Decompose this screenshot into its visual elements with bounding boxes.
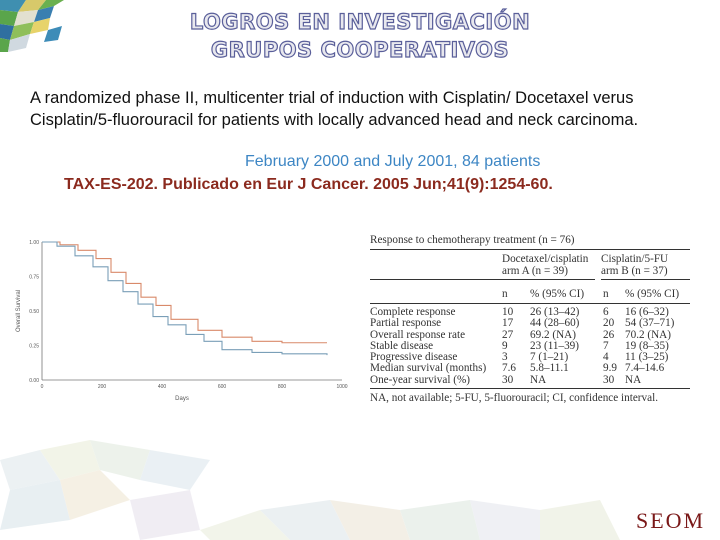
table-row: Median survival (months) 7.6 5.8–11.1 9.9 7.…: [370, 362, 690, 375]
table-cell-p2: 7.4–14.6: [625, 362, 665, 375]
table-body: Complete response 10 26 (13–42) 6 16 (6–32) P…: [370, 304, 690, 390]
y-tick-label: 1.00: [29, 240, 39, 246]
table-cell-label: Median survival (months): [370, 362, 487, 375]
table-cell-n1: 27: [502, 328, 514, 341]
table-cell-p2: NA: [625, 373, 642, 386]
table-cell-p2: 54 (37–71): [625, 317, 675, 330]
table-cell-label: One-year survival (%): [370, 373, 471, 386]
table-cell-p1: 69.2 (NA): [530, 328, 576, 341]
table-cell-p1: 44 (28–60): [530, 317, 580, 330]
table-row: Partial response 17 44 (28–60) 20 54 (37–71): [370, 317, 690, 330]
table-cell-n2: 26: [603, 328, 615, 341]
table-cell-n1: 9: [502, 339, 508, 352]
y-tick-label: 0.50: [29, 309, 39, 315]
table-title: Response to chemotherapy treatment (n = …: [370, 234, 690, 250]
col-pct-b: % (95% CI): [625, 288, 680, 300]
y-axis-label: Overall Survival: [16, 290, 22, 332]
table-cell-n2: 4: [603, 351, 609, 364]
table-cell-n1: 10: [502, 306, 514, 318]
column-subheader: n % (95% CI) n % (95% CI): [370, 280, 690, 304]
x-tick-label: 400: [158, 384, 167, 390]
table-cell-p1: 7 (1–21): [530, 351, 569, 364]
y-tick-label: 0.25: [29, 344, 39, 350]
col-pct-a: % (95% CI): [530, 288, 585, 300]
x-axis-label: Days: [175, 396, 189, 402]
table-cell-label: Partial response: [370, 317, 442, 330]
table-cell-n1: 30: [502, 373, 514, 386]
y-tick-label: 0.75: [29, 275, 39, 281]
table-cell-p2: 11 (3–25): [625, 351, 669, 364]
survival-curve-1: [42, 241, 327, 344]
table-cell-n1: 7.6: [502, 362, 516, 375]
x-tick-label: 1000: [336, 384, 347, 390]
arm-a-count: arm A (n = 39): [502, 265, 568, 277]
table-cell-p1: 26 (13–42): [530, 306, 580, 318]
response-table: Response to chemotherapy treatment (n = …: [370, 234, 690, 404]
table-cell-n2: 7: [603, 339, 609, 352]
arm-a-name: Docetaxel/cisplatin: [502, 253, 589, 265]
table-cell-label: Stable disease: [370, 339, 434, 352]
table-row: Complete response 10 26 (13–42) 6 16 (6–32): [370, 306, 690, 318]
table-cell-n1: 17: [502, 317, 514, 330]
arm-b-count: arm B (n = 37): [601, 265, 668, 277]
publication-citation: TAX-ES-202. Publicado en Eur J Cancer. 2…: [64, 176, 553, 193]
table-cell-label: Overall response rate: [370, 328, 466, 341]
page-title-line2: GRUPOS COOPERATIVOS: [210, 37, 510, 62]
table-cell-p1: 23 (11–39): [530, 339, 579, 352]
table-cell-n2: 6: [603, 306, 609, 318]
mosaic-decoration-top: [0, 0, 80, 60]
chart-series: [42, 241, 328, 356]
table-cell-p1: 5.8–11.1: [530, 362, 569, 375]
arm-b-header: Cisplatin/5-FU arm B (n = 37): [601, 253, 690, 280]
mosaic-decoration-bottom: [0, 440, 620, 540]
table-row: Overall response rate 27 69.2 (NA) 26 70.2 (…: [370, 328, 690, 341]
table-row: One-year survival (%) 30 NA 30 NA: [370, 373, 690, 386]
col-n-b: n: [603, 288, 609, 300]
table-row: Progressive disease 3 7 (1–21) 4 11 (3–25): [370, 351, 690, 364]
table-cell-p1: NA: [530, 373, 547, 386]
page-title-line1: LOGROS EN INVESTIGACIÓN: [189, 9, 531, 34]
x-tick-label: 200: [98, 384, 107, 390]
chart-axes: 1.00 0.75 0.50 0.25 0.000 200 400 600 800 1000 Ove…: [16, 240, 348, 402]
survival-chart: 1.00 0.75 0.50 0.25 0.000 200 400 600 800 1000 Ove…: [16, 240, 348, 402]
table-row: Stable disease 9 23 (11–39) 7 19 (8–35): [370, 339, 690, 352]
table-cell-n2: 9.9: [603, 362, 617, 375]
trial-dates: February 2000 and July 2001, 84 patients: [245, 153, 541, 170]
table-cell-p2: 16 (6–32): [625, 306, 669, 318]
table-cell-p2: 70.2 (NA): [625, 328, 671, 341]
survival-curve-2: [42, 241, 328, 356]
x-tick-label: 600: [218, 384, 227, 390]
table-cell-n2: 20: [603, 317, 615, 330]
table-cell-label: Progressive disease: [370, 351, 458, 364]
table-cell-n1: 3: [502, 351, 508, 364]
x-tick-label: 0: [41, 384, 44, 390]
trial-description: A randomized phase II, multicenter trial…: [30, 89, 639, 129]
y-tick-label: 0.00: [29, 378, 39, 384]
table-cell-label: Complete response: [370, 306, 456, 318]
col-n-a: n: [502, 288, 508, 300]
table-cell-p2: 19 (8–35): [625, 339, 669, 352]
table-footnote: NA, not available; 5-FU, 5-fluorouracil;…: [370, 392, 658, 405]
table-cell-n2: 30: [603, 373, 615, 386]
arm-a-header: Docetaxel/cisplatin arm A (n = 39): [370, 253, 595, 280]
seom-logo: SEOM: [636, 508, 706, 533]
x-tick-label: 800: [278, 384, 287, 390]
arm-b-name: Cisplatin/5-FU: [601, 253, 669, 265]
